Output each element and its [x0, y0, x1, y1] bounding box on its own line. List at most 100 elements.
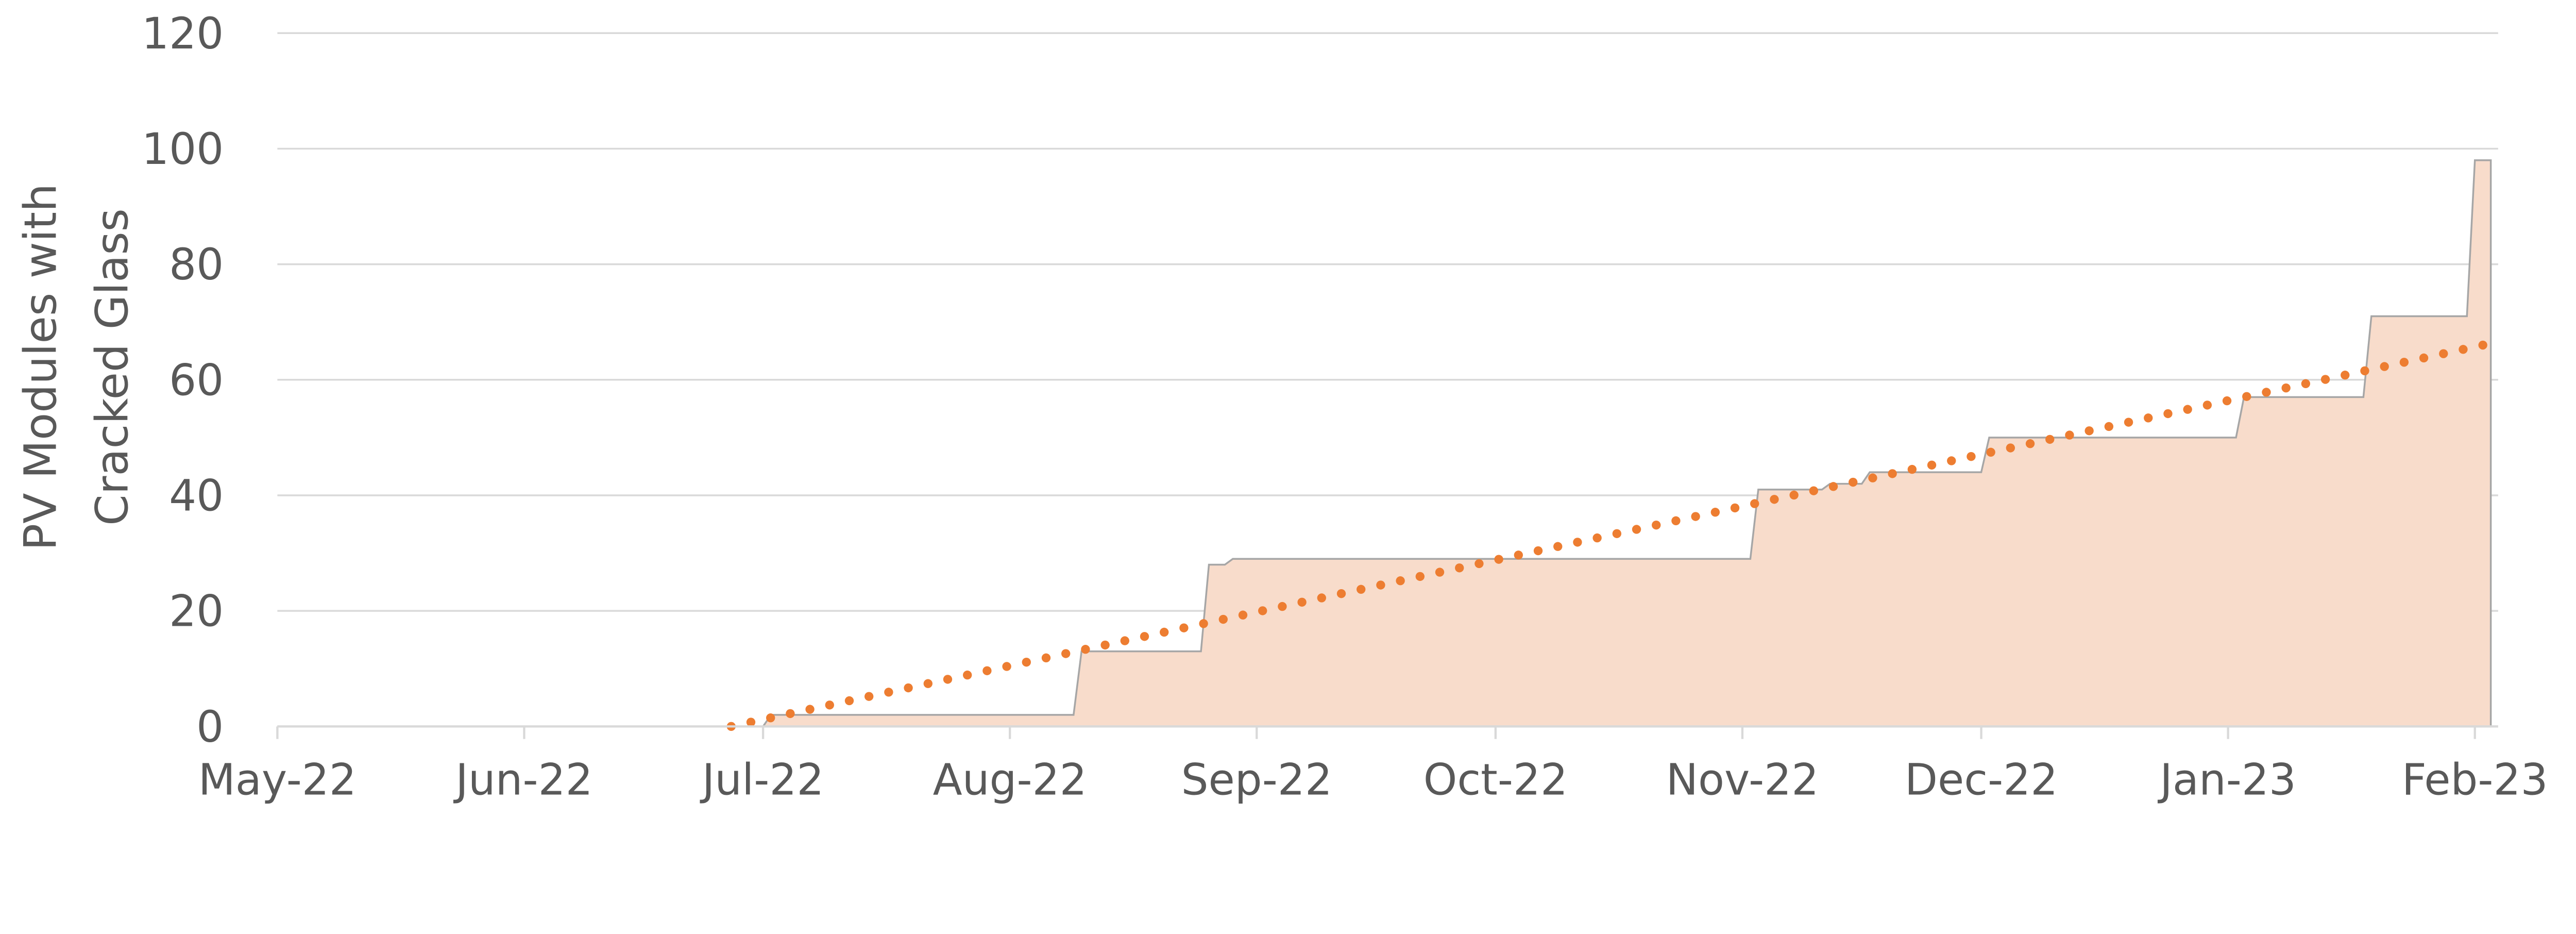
trendline-dot	[1199, 619, 1208, 628]
trendline-dot	[1592, 533, 1602, 543]
trendline-dot	[1022, 657, 1031, 667]
y-tick-label: 40	[169, 471, 224, 521]
trendline-dot	[1494, 555, 1503, 564]
trendline-dot	[2124, 418, 2133, 427]
trendline-dot	[2360, 366, 2369, 376]
trendline-dot	[1514, 551, 1523, 560]
trendline-dot	[1278, 602, 1287, 611]
trendline-dot	[1553, 542, 1563, 551]
trendline-dot	[1868, 473, 1877, 482]
trendline-dot	[1632, 525, 1641, 534]
trendline-dot	[1336, 589, 1346, 598]
trendline-dot	[2144, 413, 2153, 423]
x-tick-label: Jul-22	[700, 755, 824, 805]
trendline-dot	[2065, 430, 2074, 440]
trendline-dot	[2399, 358, 2409, 367]
trendline-dot	[1533, 546, 1543, 556]
trendline-dot	[1238, 610, 1248, 620]
trendline-dot	[2006, 443, 2015, 453]
trendline-dot	[2084, 426, 2094, 436]
step-area-series	[277, 159, 2492, 728]
trendline-dot	[1041, 653, 1051, 663]
trendline-series	[726, 340, 2487, 731]
x-tick-label: May-22	[198, 755, 357, 805]
trendline-dot	[864, 692, 874, 701]
y-axis-title-line-2: Cracked Glass	[86, 208, 138, 526]
trendline-dot	[1691, 512, 1700, 521]
trendline-dot	[844, 696, 854, 706]
trendline-dot	[1789, 490, 1799, 500]
x-tick-label: Oct-22	[1423, 755, 1568, 805]
trendline-dot	[1475, 559, 1484, 569]
trendline-dot	[2478, 340, 2487, 350]
x-tick-label: Jan-23	[2157, 755, 2296, 805]
x-tick-label: Nov-22	[1666, 755, 1819, 805]
trendline-dot	[923, 679, 933, 688]
y-tick-label: 20	[169, 587, 224, 637]
area-fill	[277, 160, 2491, 727]
trendline-dot	[1947, 456, 1956, 465]
trendline-dot	[1179, 623, 1189, 632]
trendline-dot	[1061, 649, 1071, 658]
trendline-dot	[1828, 482, 1838, 491]
trendline-dot	[1258, 606, 1267, 615]
trendline-dot	[1081, 645, 1090, 654]
trendline-dot	[1809, 486, 1819, 495]
trendline-dot	[904, 683, 913, 693]
trendline-dot	[982, 666, 992, 675]
y-tick-label: 120	[142, 9, 224, 59]
trendline-dot	[2222, 396, 2232, 406]
trendline-dot	[1297, 597, 1307, 607]
trendline-dot	[2419, 353, 2429, 363]
trendline-dot	[1002, 662, 1011, 671]
trendline-dot	[962, 670, 972, 680]
trendline-dot	[1612, 529, 1622, 538]
trendline-dot	[2104, 422, 2114, 431]
trendline-dot	[2242, 392, 2251, 401]
trendline-dot	[1730, 503, 1740, 513]
trendline-dot	[2202, 401, 2212, 410]
trendline-dot	[1927, 460, 1937, 470]
trendline-dot	[1455, 563, 1464, 573]
trendline-dot	[2439, 349, 2448, 358]
trendline-dot	[943, 675, 953, 684]
trendline-dot	[1907, 464, 1917, 474]
trendline-dot	[2301, 379, 2311, 389]
trendline-dot	[786, 709, 795, 719]
trendline-dot	[2262, 388, 2271, 397]
x-tick-label: Dec-22	[1905, 755, 2058, 805]
trendline-dot	[1967, 452, 1976, 461]
axes	[276, 725, 2498, 739]
trendline-dot	[1770, 495, 1779, 504]
trendline-dot	[1317, 593, 1326, 603]
trendline-dot	[746, 718, 756, 727]
trendline-dot	[1376, 580, 1385, 590]
trendline-dot	[1415, 572, 1425, 581]
trendline-dot	[884, 688, 893, 697]
trendline-dot	[1710, 508, 1720, 517]
y-tick-label: 80	[169, 240, 224, 290]
x-tick-label: Feb-23	[2402, 755, 2548, 805]
y-tick-label: 100	[142, 124, 224, 174]
trendline-dot	[1435, 568, 1445, 577]
trendline-dot	[2025, 439, 2035, 448]
x-tick-label: Sep-22	[1181, 755, 1332, 805]
trendline-dot	[1160, 627, 1169, 637]
x-tick-label: Aug-22	[933, 755, 1087, 805]
trendline-dot	[1100, 640, 1110, 650]
trendline-dot	[1849, 477, 1858, 487]
trendline-dot	[825, 700, 834, 710]
trendline-dot	[1357, 585, 1366, 594]
y-tick-label: 0	[196, 702, 224, 752]
trendline-dot	[805, 705, 815, 714]
trendline-dot	[2320, 375, 2330, 384]
trendline-dot	[2380, 362, 2389, 371]
trendline-dot	[1396, 576, 1405, 586]
trendline-dot	[1986, 447, 1995, 457]
x-tick-labels: May-22 Jun-22 Jul-22 Aug-22 Sep-22 Oct-22 Nov-…	[198, 755, 2548, 805]
trendline-dot	[1750, 499, 1759, 508]
y-tick-label: 60	[169, 355, 224, 405]
trendline-dot	[1888, 469, 1897, 478]
trendline-dot	[2281, 383, 2291, 393]
cracked-glass-chart: 0 20 40 60 80 100 120 May-22 Jun-22 Jul-22 Aug-22…	[15, 9, 2548, 805]
